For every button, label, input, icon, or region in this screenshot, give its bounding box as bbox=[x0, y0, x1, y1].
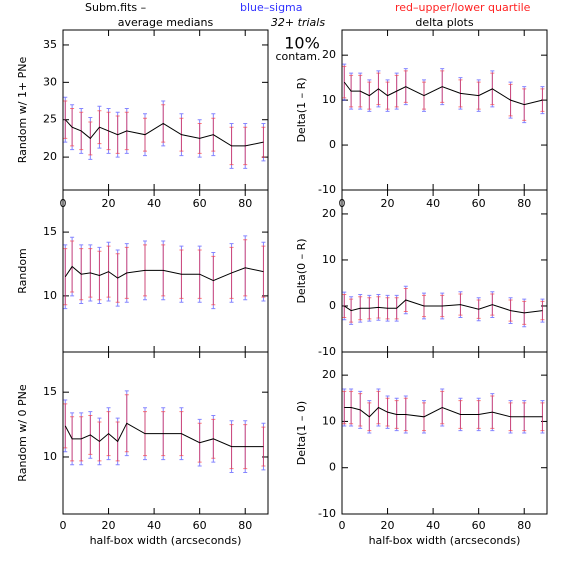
y-tick-label: 10 bbox=[322, 253, 336, 266]
error-bar-quartile bbox=[342, 65, 347, 99]
plot-frame bbox=[341, 189, 548, 353]
y-tick-label: 35 bbox=[43, 38, 57, 51]
x-tick-label: 40 bbox=[147, 519, 161, 532]
y-axis-label: Delta(1 – 0) bbox=[295, 401, 308, 465]
x-tick-label: 60 bbox=[472, 519, 486, 532]
x-tick-label: 60 bbox=[193, 519, 207, 532]
x-tick-label: 40 bbox=[426, 197, 440, 210]
x-tick-label: 0 bbox=[60, 519, 67, 532]
data-line bbox=[64, 422, 264, 448]
x-tick-label: 20 bbox=[102, 197, 116, 210]
y-axis-label: Delta(1 – R) bbox=[295, 77, 308, 142]
x-tick-label: 80 bbox=[238, 197, 252, 210]
y-tick-label: 10 bbox=[43, 450, 57, 463]
y-tick-label: -10 bbox=[318, 183, 336, 196]
y-tick-label: 30 bbox=[43, 75, 57, 88]
legend-entry: blue–sigma bbox=[240, 1, 303, 14]
y-tick-label: 25 bbox=[43, 113, 57, 126]
x-tick-label: 0 bbox=[60, 197, 67, 210]
y-axis-label: Random w/ 1+ PNe bbox=[16, 56, 29, 163]
y-tick-label: 20 bbox=[43, 150, 57, 163]
y-tick-label: 10 bbox=[43, 289, 57, 302]
data-line bbox=[343, 299, 543, 314]
y-tick-label: 20 bbox=[322, 368, 336, 381]
data-line bbox=[64, 119, 264, 147]
y-tick-label: 10 bbox=[322, 93, 336, 106]
y-axis-label: Random w/ 0 PNe bbox=[16, 384, 29, 482]
x-tick-label: 40 bbox=[426, 519, 440, 532]
x-tick-label: 20 bbox=[102, 519, 116, 532]
contam-label: contam. bbox=[275, 50, 320, 63]
y-tick-label: -10 bbox=[318, 507, 336, 520]
x-tick-label: 60 bbox=[193, 197, 207, 210]
panel-title: delta plots bbox=[415, 16, 473, 29]
x-tick-label: 80 bbox=[238, 519, 252, 532]
x-tick-label: 0 bbox=[339, 197, 346, 210]
y-tick-label: 20 bbox=[322, 48, 336, 61]
x-axis-label: half-box width (arcseconds) bbox=[369, 534, 521, 547]
y-axis-label: Random bbox=[16, 248, 29, 294]
y-tick-label: 20 bbox=[322, 207, 336, 220]
trials-label: 32+ trials bbox=[271, 16, 325, 29]
y-tick-label: 15 bbox=[43, 225, 57, 238]
y-tick-label: 15 bbox=[43, 385, 57, 398]
x-tick-label: 20 bbox=[381, 519, 395, 532]
contam-pct: 10% bbox=[284, 34, 320, 53]
data-line bbox=[64, 265, 264, 282]
file-label: Subm.fits – bbox=[85, 1, 146, 14]
y-tick-label: 0 bbox=[329, 138, 336, 151]
x-tick-label: 60 bbox=[472, 197, 486, 210]
plot-frame bbox=[341, 29, 548, 191]
data-line bbox=[344, 406, 543, 418]
x-tick-label: 40 bbox=[147, 197, 161, 210]
x-tick-label: 0 bbox=[339, 519, 346, 532]
plot-frame bbox=[62, 351, 269, 515]
y-tick-label: 10 bbox=[322, 414, 336, 427]
x-tick-label: 80 bbox=[517, 197, 531, 210]
legend-entry: red–upper/lower quartile bbox=[395, 1, 531, 14]
plot-frame bbox=[62, 29, 269, 191]
error-bar-quartile bbox=[63, 248, 68, 306]
x-tick-label: 80 bbox=[517, 519, 531, 532]
panel-title: average medians bbox=[118, 16, 214, 29]
x-tick-label: 20 bbox=[381, 197, 395, 210]
data-line bbox=[343, 81, 543, 106]
plot-frame bbox=[341, 351, 548, 515]
y-tick-label: -10 bbox=[318, 345, 336, 358]
y-axis-label: Delta(0 – R) bbox=[295, 238, 308, 303]
error-bar-quartile bbox=[63, 100, 68, 139]
y-tick-label: 0 bbox=[329, 299, 336, 312]
y-tick-label: 0 bbox=[329, 461, 336, 474]
x-axis-label: half-box width (arcseconds) bbox=[90, 534, 242, 547]
